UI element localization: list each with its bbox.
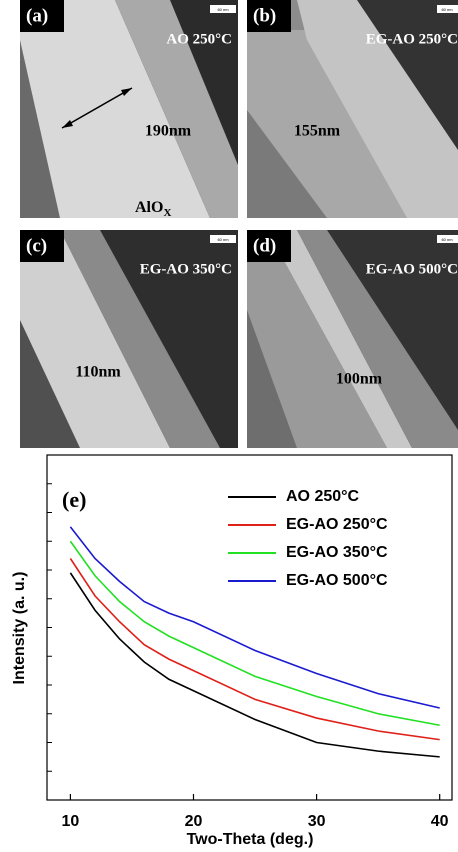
scale-bar: 60 nm [217,7,229,12]
panel-label: (e) [62,487,86,512]
scale-bar: 60 nm [441,237,453,242]
series-line [69,572,440,758]
series-line [69,540,440,727]
thickness: 155nm [294,123,341,140]
thickness: 190nm [145,123,192,140]
panel-label: (b) [253,5,276,26]
legend-label: AO 250°C [286,488,360,505]
scale-bar: 60 nm [441,7,453,12]
x-tick-label: 20 [185,813,203,830]
panel-label: (d) [253,235,276,256]
panel-label: (c) [26,235,47,256]
panel-title: EG-AO 350°C [140,261,232,277]
panel-a: (a) AO 250°C 60 nm 190nm AlOX [20,0,238,219]
panel-label: (a) [26,5,48,26]
layer-sub: X [163,207,171,219]
x-tick-label: 30 [308,813,326,830]
plot-frame [46,454,453,801]
panel-title: AO 250°C [166,31,232,47]
scale-bar: 60 nm [217,237,229,242]
thickness: 100nm [336,371,383,388]
thickness: 110nm [75,364,121,381]
series-line [69,526,440,709]
x-tick-label: 40 [431,813,449,830]
legend-label: EG-AO 350°C [286,544,388,561]
legend-label: EG-AO 250°C [286,516,388,533]
legend-label: EG-AO 500°C [286,572,388,589]
panel-b: (b) EG-AO 250°C 60 nm 155nm [247,0,458,218]
x-axis-label: Two-Theta (deg.) [187,831,314,848]
series-line [69,558,440,741]
panel-c: (c) EG-AO 350°C 60 nm 110nm [20,230,238,448]
layer-label: AlOX [135,199,171,219]
y-axis-label: Intensity (a. u.) [11,572,28,685]
x-tick-label: 10 [61,813,79,830]
panel-d: (d) EG-AO 500°C 60 nm 100nm [247,230,458,448]
layer-base: AlO [135,199,163,216]
panel-title: EG-AO 500°C [366,261,458,277]
panel-title: EG-AO 250°C [366,31,458,47]
